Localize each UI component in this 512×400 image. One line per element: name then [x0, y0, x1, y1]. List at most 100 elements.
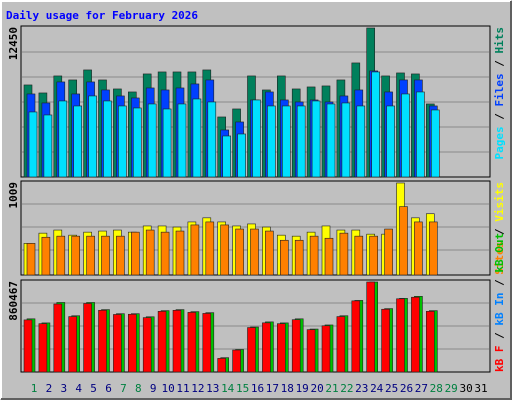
bar	[71, 235, 80, 276]
bar	[265, 230, 274, 276]
x-tick-label: 29	[445, 382, 458, 395]
y-tick-label: 12450	[7, 27, 20, 60]
x-tick-label: 12	[191, 382, 204, 395]
bar	[73, 105, 82, 178]
bar	[371, 71, 381, 178]
bar	[113, 314, 122, 373]
legend-entry: Hits	[493, 27, 506, 54]
bar	[101, 235, 110, 276]
bar	[356, 105, 366, 178]
bar	[252, 99, 261, 178]
legend-entry: kB F	[493, 346, 506, 373]
x-tick-label: 17	[266, 382, 279, 395]
x-tick-label: 4	[75, 382, 82, 395]
bar	[399, 206, 408, 276]
chart-title: Daily usage for February 2026	[6, 9, 198, 22]
bar	[142, 317, 152, 373]
legend-separator: /	[493, 107, 506, 127]
bar	[26, 243, 36, 276]
bar	[172, 309, 182, 373]
bar	[276, 323, 286, 373]
x-tick-label: 11	[176, 382, 189, 395]
bar	[207, 101, 217, 178]
legend-entry: Visits	[493, 182, 506, 222]
bar	[83, 303, 92, 373]
bar	[396, 298, 405, 373]
bar	[68, 316, 77, 373]
bar	[425, 311, 435, 373]
legend-separator: /	[493, 273, 506, 293]
bar	[237, 133, 246, 178]
bar	[128, 313, 137, 373]
bar	[369, 235, 379, 276]
bar	[306, 329, 316, 373]
bar	[262, 322, 271, 373]
legend-entry: Files	[493, 73, 506, 106]
bar	[187, 312, 197, 373]
bar	[86, 235, 95, 276]
bar	[309, 235, 319, 276]
x-tick-label: 15	[236, 382, 249, 395]
x-tick-label: 26	[400, 382, 413, 395]
x-tick-label: 2	[46, 382, 53, 395]
x-tick-label: 27	[415, 382, 428, 395]
bar	[321, 325, 331, 373]
bar	[354, 235, 364, 276]
legend-entry: Sites	[493, 242, 506, 275]
bar	[291, 319, 301, 373]
bar	[23, 319, 33, 373]
bar	[28, 111, 38, 178]
bar	[118, 105, 127, 178]
bar	[177, 103, 187, 178]
x-tick-label: 3	[60, 382, 67, 395]
y-tick-label: 860467	[7, 281, 20, 321]
bar	[98, 309, 107, 373]
legend-entry: kB Out	[493, 233, 506, 273]
bar	[88, 95, 97, 178]
bar	[235, 228, 244, 276]
x-tick-label: 31	[474, 382, 487, 395]
bar	[366, 281, 376, 373]
bar	[53, 303, 63, 373]
x-tick-label: 7	[120, 382, 127, 395]
bar	[147, 103, 157, 178]
x-tick-label: 6	[105, 382, 112, 395]
x-tick-label: 13	[206, 382, 219, 395]
bar	[41, 236, 51, 276]
bar	[341, 102, 351, 178]
bar	[220, 224, 229, 276]
bar	[58, 100, 68, 178]
bar	[336, 316, 346, 373]
x-tick-label: 19	[296, 382, 309, 395]
bar	[411, 296, 420, 373]
legend-entry: kB In	[493, 293, 506, 326]
y-tick-label: 1009	[7, 182, 20, 209]
bar	[326, 103, 336, 178]
legend: kB F / kB In / kB Out	[493, 233, 506, 372]
bar	[145, 229, 155, 276]
bar	[339, 232, 349, 276]
bar	[247, 327, 256, 373]
bar	[311, 100, 321, 178]
x-tick-label: 8	[135, 382, 142, 395]
legend-entry: Pages	[493, 126, 506, 159]
bar	[116, 235, 125, 276]
bar	[160, 231, 170, 276]
x-tick-label: 1	[31, 382, 38, 395]
bar	[192, 98, 202, 178]
bar	[222, 135, 231, 178]
x-tick-label: 21	[325, 382, 338, 395]
bar	[38, 323, 48, 373]
bar	[162, 108, 172, 178]
x-tick-label: 28	[430, 382, 443, 395]
x-tick-label: 23	[355, 382, 368, 395]
bar	[430, 109, 440, 178]
x-tick-label: 24	[370, 382, 384, 395]
legend: Sites / Visits	[493, 182, 506, 275]
bar	[294, 239, 304, 276]
legend-separator: /	[493, 222, 506, 242]
x-tick-label: 9	[150, 382, 157, 395]
